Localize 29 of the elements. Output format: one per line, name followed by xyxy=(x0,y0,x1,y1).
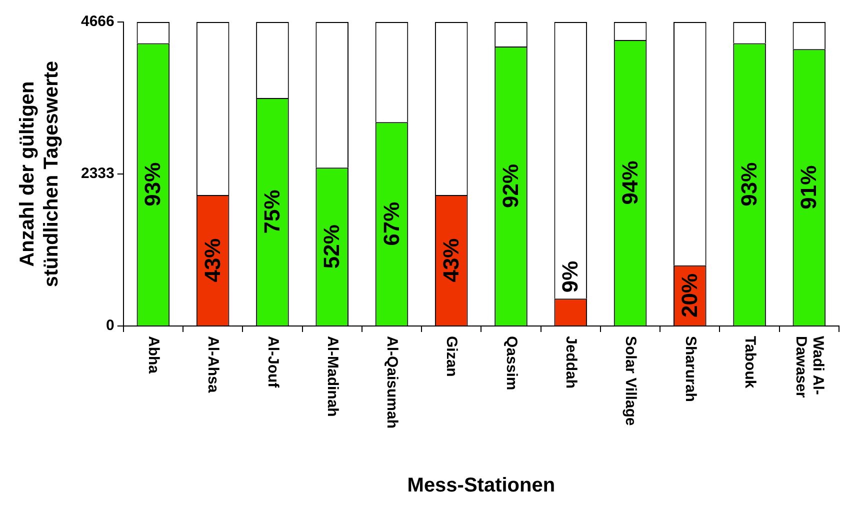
annotation: 93% xyxy=(140,162,166,206)
x-axis-title: Mess-Stationen xyxy=(407,474,556,497)
x-tick-label: Al-Madinah xyxy=(324,336,341,417)
y-tick-label: 2333 xyxy=(80,165,114,182)
annotation: 43% xyxy=(438,238,464,282)
y-axis-title: Anzahl der gültigen stündlichen Tageswerte xyxy=(16,60,63,288)
y-tick-label: 0 xyxy=(106,317,114,334)
x-tick-label: Solar Village xyxy=(622,336,640,426)
y-tick-label: 4666 xyxy=(80,13,114,30)
annotation: 75% xyxy=(260,190,285,234)
x-tick-label: Tabouk xyxy=(741,336,758,389)
x-tick-label: Al-Qaisumah xyxy=(384,336,401,429)
annotation: 67% xyxy=(378,202,404,246)
x-tick-label: Gizan xyxy=(443,336,460,377)
x-tick-label: Qassim xyxy=(502,336,520,390)
annotation: 92% xyxy=(498,164,524,208)
x-tick-label: Al-Jouf xyxy=(264,336,282,389)
x-tick-label: Al-Ahsa xyxy=(204,336,222,394)
x-tick-label: Jeddah xyxy=(562,336,580,389)
annotation: 94% xyxy=(617,160,642,205)
x-tick-label: Abha xyxy=(145,336,162,374)
x-tick-label: Wadi Al-Dawaser xyxy=(792,336,827,398)
annotation: 20% xyxy=(676,273,702,318)
annotation: 43% xyxy=(200,238,225,282)
annotation: 93% xyxy=(736,162,762,206)
annotation: 9% xyxy=(558,260,583,293)
x-tick-label: Sharurah xyxy=(682,336,699,402)
annotation: 52% xyxy=(319,224,344,269)
annotation: 91% xyxy=(796,165,822,210)
